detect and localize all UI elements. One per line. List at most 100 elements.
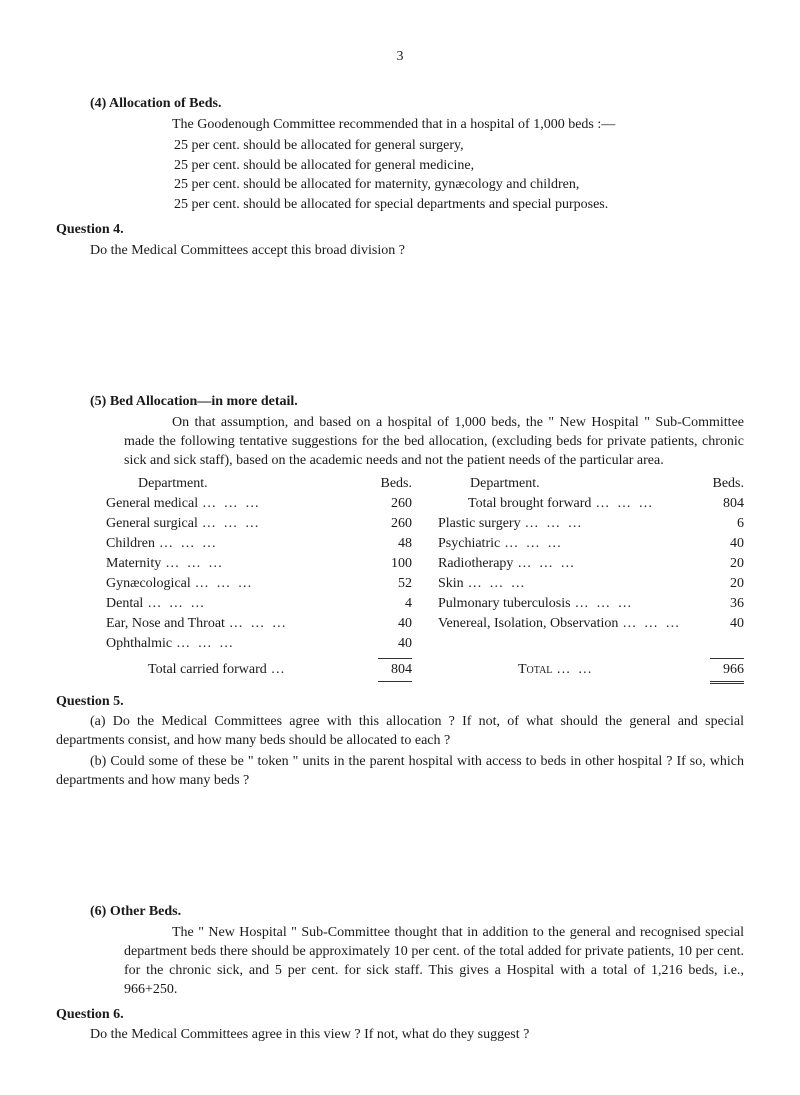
dots: … … …	[172, 635, 378, 654]
row-label: Dental	[106, 595, 143, 614]
left-table: Department. Beds. General medical… … …26…	[106, 475, 412, 685]
table-row: Children… … …48	[106, 535, 412, 554]
table-row: General medical… … …260	[106, 495, 412, 514]
row-label: Gynæcological	[106, 575, 191, 594]
row-label: Plastic surgery	[438, 515, 521, 534]
dots: … … …	[143, 595, 378, 614]
table-row: Total brought forward… … …804	[438, 495, 744, 514]
row-value: 100	[378, 555, 412, 574]
section-6: (6) Other Beds. The " New Hospital " Sub…	[56, 903, 744, 999]
row-label: Pulmonary tuberculosis	[438, 595, 571, 614]
question4-heading: Question 4.	[56, 221, 744, 240]
dots: … … …	[198, 515, 378, 534]
row-value: 4	[378, 595, 412, 614]
row-value: 40	[710, 535, 744, 554]
row-label: Venereal, Isolation, Observation	[438, 615, 618, 634]
table-row: Maternity… … …100	[106, 555, 412, 574]
dots: … … …	[155, 535, 378, 554]
section4-bullets: 25 per cent. should be allocated for gen…	[174, 137, 744, 216]
row-label: Total brought forward	[438, 495, 591, 514]
section4-title: (4) Allocation of Beds.	[90, 95, 744, 114]
right-table: Department. Beds. Total brought forward……	[438, 475, 744, 685]
section5-title: (5) Bed Allocation—in more detail.	[90, 393, 744, 412]
dots: … … …	[198, 495, 378, 514]
row-label: Maternity	[106, 555, 161, 574]
bullet-item: 25 per cent. should be allocated for gen…	[174, 137, 744, 156]
table-row: Skin… … …20	[438, 575, 744, 594]
table-row: Venereal, Isolation, Observation… … …40	[438, 615, 744, 634]
table-row: Ophthalmic… … …40	[106, 635, 412, 654]
table-row: Plastic surgery… … …6	[438, 515, 744, 534]
row-value: 48	[378, 535, 412, 554]
bed-tables: Department. Beds. General medical… … …26…	[106, 475, 744, 685]
section5-intro: On that assumption, and based on a hospi…	[124, 414, 744, 471]
row-value: 40	[378, 615, 412, 634]
row-value: 6	[710, 515, 744, 534]
row-value: 804	[710, 495, 744, 514]
section-4: (4) Allocation of Beds. The Goodenough C…	[56, 95, 744, 215]
dots: … … …	[161, 555, 378, 574]
table-row: Gynæcological… … …52	[106, 575, 412, 594]
right-total-label: Total	[438, 661, 552, 680]
section6-para: The " New Hospital " Sub-Committee thoug…	[124, 924, 744, 1000]
row-label: Radiotherapy	[438, 555, 513, 574]
page-number: 3	[56, 48, 744, 67]
dots: … … …	[225, 615, 378, 634]
table-heading-row: Department. Beds.	[106, 475, 412, 494]
dots: … … …	[464, 575, 710, 594]
spacer	[56, 263, 744, 393]
table-heading-row: Department. Beds.	[438, 475, 744, 494]
question6-heading: Question 6.	[56, 1006, 744, 1025]
dots: … …	[552, 661, 710, 680]
left-total-value: 804	[378, 658, 412, 683]
bullet-item: 25 per cent. should be allocated for mat…	[174, 176, 744, 195]
row-value: 40	[710, 615, 744, 634]
left-beds-heading: Beds.	[381, 475, 413, 494]
dots: … … …	[591, 495, 710, 514]
section4-intro: The Goodenough Committee recommended tha…	[124, 116, 744, 135]
dots: … … …	[521, 515, 710, 534]
row-value: 260	[378, 515, 412, 534]
row-label: Psychiatric	[438, 535, 500, 554]
dots: …	[267, 661, 378, 680]
dots: … … …	[191, 575, 378, 594]
dots: … … …	[513, 555, 710, 574]
dots: … … …	[500, 535, 710, 554]
dots: … … …	[571, 595, 710, 614]
dots: … … …	[618, 615, 710, 634]
row-value: 36	[710, 595, 744, 614]
right-total-row: Total … … 966	[438, 658, 744, 684]
question5-heading: Question 5.	[56, 693, 744, 712]
bullet-item: 25 per cent. should be allocated for gen…	[174, 157, 744, 176]
left-total-row: Total carried forward … 804	[106, 658, 412, 683]
row-label: Ophthalmic	[106, 635, 172, 654]
right-dept-heading: Department.	[438, 475, 713, 494]
row-label: Skin	[438, 575, 464, 594]
bullet-item: 25 per cent. should be allocated for spe…	[174, 196, 744, 215]
section-5: (5) Bed Allocation—in more detail. On th…	[56, 393, 744, 685]
question-5: Question 5. (a) Do the Medical Committee…	[56, 693, 744, 791]
table-row: Psychiatric… … …40	[438, 535, 744, 554]
question4-para: Do the Medical Committees accept this br…	[56, 242, 744, 261]
question-4: Question 4. Do the Medical Committees ac…	[56, 221, 744, 261]
row-value: 20	[710, 575, 744, 594]
table-row: Dental… … …4	[106, 595, 412, 614]
table-row: Ear, Nose and Throat… … …40	[106, 615, 412, 634]
question5-para-b: (b) Could some of these be " token " uni…	[56, 753, 744, 791]
row-label: Children	[106, 535, 155, 554]
right-total-value: 966	[710, 658, 744, 684]
question5-para-a: (a) Do the Medical Committees agree with…	[56, 713, 744, 751]
row-label: Ear, Nose and Throat	[106, 615, 225, 634]
table-row: Pulmonary tuberculosis… … …36	[438, 595, 744, 614]
table-row: Radiotherapy… … …20	[438, 555, 744, 574]
section6-title: (6) Other Beds.	[90, 903, 744, 922]
row-value: 52	[378, 575, 412, 594]
row-label: General surgical	[106, 515, 198, 534]
row-value: 40	[378, 635, 412, 654]
right-beds-heading: Beds.	[713, 475, 745, 494]
row-label: General medical	[106, 495, 198, 514]
table-row: General surgical… … …260	[106, 515, 412, 534]
row-value: 20	[710, 555, 744, 574]
row-value: 260	[378, 495, 412, 514]
left-total-label: Total carried forward	[106, 661, 267, 680]
